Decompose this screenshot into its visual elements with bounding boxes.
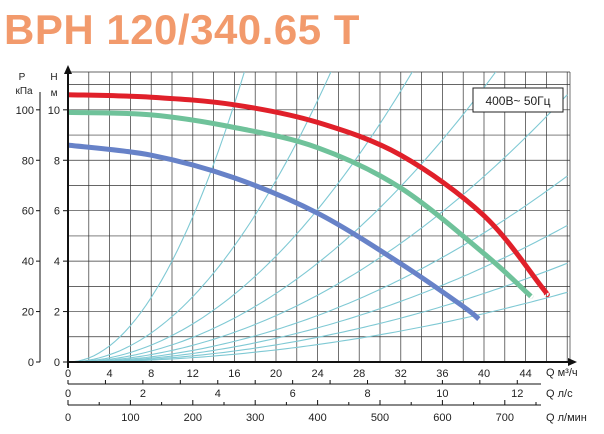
series-lines — [67, 92, 550, 322]
system-curve — [68, 72, 413, 362]
page-title: BPH 120/340.65 T — [4, 6, 360, 53]
y-pressure-tick-label: 80 — [22, 155, 34, 167]
x-lmin-tick-label: 300 — [246, 412, 264, 424]
y-head-tick-label: 4 — [54, 256, 60, 268]
system-curve — [68, 291, 568, 362]
x-m3h-tick-label: 44 — [519, 368, 531, 380]
y-head-tick-label: 2 — [54, 307, 60, 319]
y-pressure-tick-label: 60 — [22, 206, 34, 218]
system-curve — [68, 72, 245, 362]
x-lmin-tick-label: 0 — [65, 412, 71, 424]
x-axis-m3h-arrow — [568, 358, 577, 366]
x-lmin-tick-label: 200 — [184, 412, 202, 424]
x-ls-tick-label: 0 — [65, 388, 71, 400]
x-m3h-tick-label: 0 — [65, 368, 71, 380]
x-ls-tick-label: 4 — [215, 388, 221, 400]
y-head-tick-label: 10 — [48, 105, 60, 117]
pump-curve-1 — [67, 92, 550, 298]
head-unit-top: H — [50, 72, 57, 83]
y-pressure-tick-label: 20 — [22, 307, 34, 319]
y-head-tick-label: 8 — [54, 155, 60, 167]
head-unit-bottom: м — [51, 88, 58, 99]
system-curve — [68, 225, 568, 362]
pump-curve-3 — [67, 142, 481, 322]
x-axis-lmin-label: Q л/мин — [546, 412, 587, 424]
x-m3h-tick-label: 4 — [107, 368, 113, 380]
x-ls-tick-label: 12 — [511, 388, 523, 400]
x-lmin-tick-label: 500 — [371, 412, 389, 424]
x-m3h-tick-label: 12 — [187, 368, 199, 380]
x-lmin-tick-label: 100 — [121, 412, 139, 424]
system-curves — [68, 72, 568, 362]
y-pressure-tick-label: 0 — [28, 357, 34, 369]
pressure-unit-top: P — [19, 72, 26, 83]
system-curve — [68, 72, 332, 362]
y-pressure-tick-label: 40 — [22, 256, 34, 268]
x-m3h-tick-label: 40 — [478, 368, 490, 380]
x-m3h-tick-label: 16 — [228, 368, 240, 380]
y-head-tick-label: 6 — [54, 206, 60, 218]
x-m3h-tick-label: 24 — [311, 368, 323, 380]
y-head-tick-label: 0 — [54, 357, 60, 369]
x-m3h-tick-label: 20 — [270, 368, 282, 380]
pressure-unit-bottom: кПа — [15, 86, 33, 97]
x-lmin-tick-label: 400 — [308, 412, 326, 424]
y-pressure-tick-label: 100 — [16, 105, 34, 117]
x-lmin-tick-label: 600 — [433, 412, 451, 424]
x-ls-tick-label: 6 — [290, 388, 296, 400]
y-axis-head-arrow — [64, 65, 72, 74]
x-lmin-tick-label: 700 — [496, 412, 514, 424]
x-ls-tick-label: 2 — [140, 388, 146, 400]
x-m3h-tick-label: 28 — [353, 368, 365, 380]
x-axis-ls-label: Q л/с — [546, 388, 573, 400]
system-curve — [68, 262, 568, 362]
power-label-box — [472, 87, 564, 113]
x-ls-tick-label: 8 — [364, 388, 370, 400]
x-m3h-tick-label: 36 — [436, 368, 448, 380]
x-m3h-tick-label: 32 — [395, 368, 407, 380]
system-curve — [68, 94, 568, 362]
x-ls-tick-label: 10 — [436, 388, 448, 400]
power-label: 400В~ 50Гц — [485, 94, 550, 108]
x-axis-m3h-label: Q м³/ч — [546, 367, 578, 379]
x-m3h-tick-label: 8 — [148, 368, 154, 380]
system-curve — [68, 72, 497, 362]
system-curve — [68, 175, 568, 362]
pump-curve-2 — [67, 109, 534, 299]
